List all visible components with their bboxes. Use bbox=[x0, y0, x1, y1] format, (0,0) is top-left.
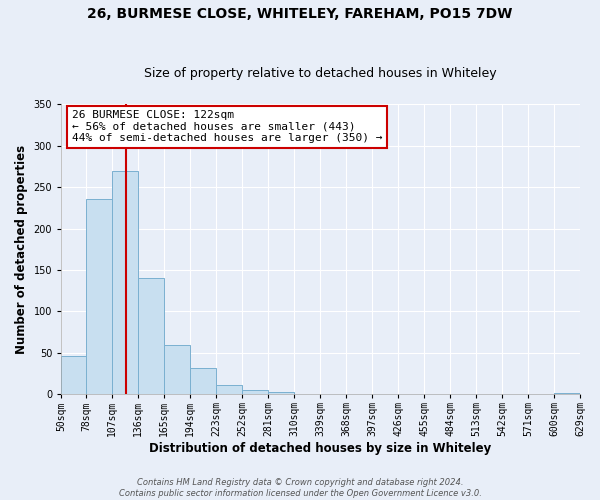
Bar bbox=[112, 170, 138, 394]
Text: Contains HM Land Registry data © Crown copyright and database right 2024.
Contai: Contains HM Land Registry data © Crown c… bbox=[119, 478, 481, 498]
Bar bbox=[138, 278, 164, 394]
Bar bbox=[61, 356, 87, 394]
Title: Size of property relative to detached houses in Whiteley: Size of property relative to detached ho… bbox=[144, 66, 497, 80]
Bar bbox=[268, 392, 294, 394]
Bar bbox=[190, 368, 216, 394]
Bar bbox=[554, 392, 580, 394]
Bar bbox=[164, 346, 190, 394]
Bar bbox=[216, 385, 242, 394]
X-axis label: Distribution of detached houses by size in Whiteley: Distribution of detached houses by size … bbox=[149, 442, 492, 455]
Text: 26 BURMESE CLOSE: 122sqm
← 56% of detached houses are smaller (443)
44% of semi-: 26 BURMESE CLOSE: 122sqm ← 56% of detach… bbox=[71, 110, 382, 144]
Text: 26, BURMESE CLOSE, WHITELEY, FAREHAM, PO15 7DW: 26, BURMESE CLOSE, WHITELEY, FAREHAM, PO… bbox=[88, 8, 512, 22]
Y-axis label: Number of detached properties: Number of detached properties bbox=[15, 144, 28, 354]
Bar bbox=[242, 390, 268, 394]
Bar bbox=[86, 198, 112, 394]
